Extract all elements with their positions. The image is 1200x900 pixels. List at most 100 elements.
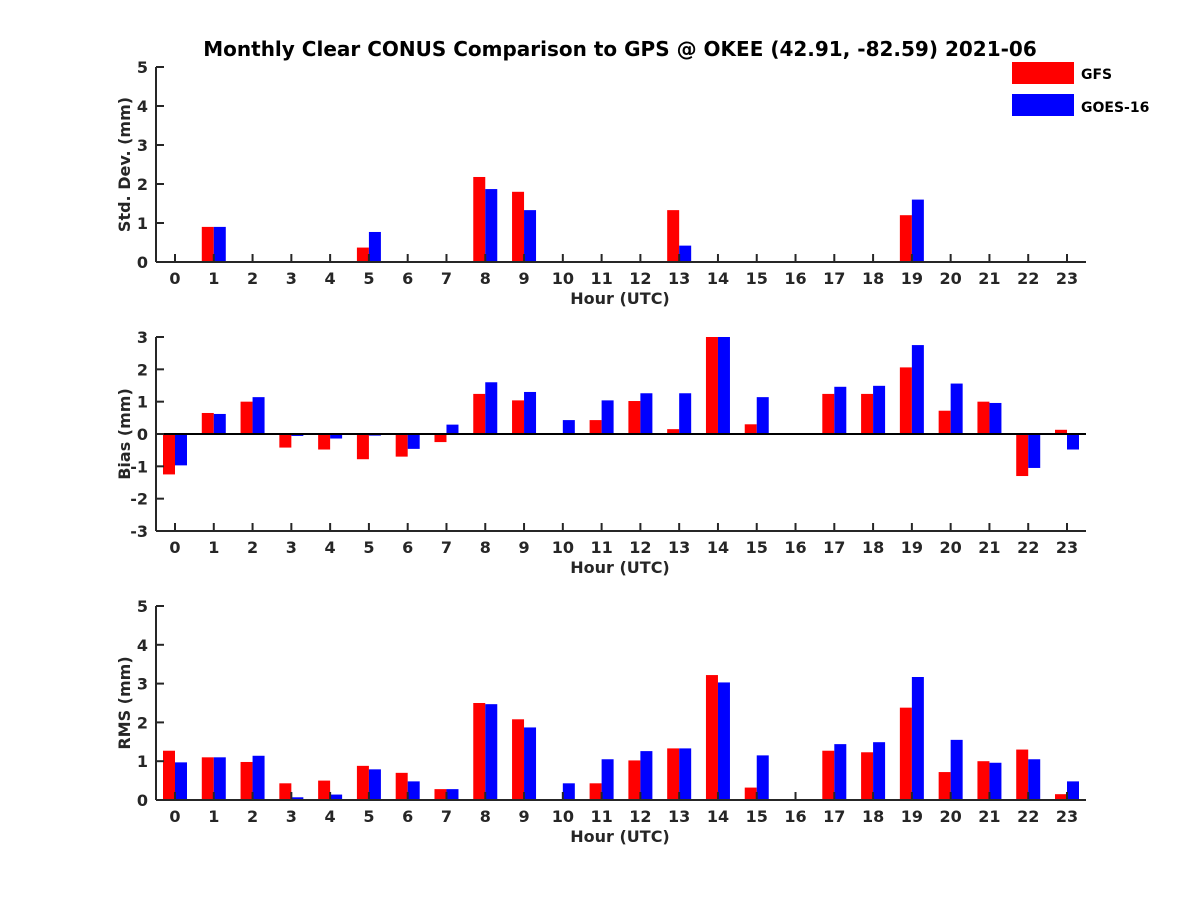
bar-gfs-hour-9 [512,400,525,434]
x-tick-label: 18 [862,538,884,557]
bar-gfs-hour-4 [318,780,331,800]
y-axis-label: Bias (mm) [115,388,134,480]
x-tick-label: 15 [746,269,768,288]
bar-gfs-hour-20 [938,410,951,434]
y-tick-label: 1 [137,214,148,233]
bar-goes16-hour-20 [950,383,963,434]
x-tick-label: 8 [480,807,491,826]
bar-goes16-hour-14 [717,337,730,434]
x-tick-label: 11 [590,807,612,826]
x-tick-label: 21 [978,269,1000,288]
bar-gfs-hour-23 [1055,794,1067,800]
x-tick-label: 19 [901,807,923,826]
bar-goes16-hour-10 [562,783,575,800]
bar-goes16-hour-5 [368,231,381,262]
x-tick-label: 12 [629,269,651,288]
y-tick-label: 3 [137,675,148,694]
bar-goes16-hour-11 [601,759,614,800]
x-tick-label: 5 [363,269,374,288]
x-tick-label: 2 [247,807,258,826]
bar-gfs-hour-5 [356,765,369,800]
y-tick-label: 3 [137,136,148,155]
legend-label-goes16: GOES-16 [1081,100,1149,116]
legend-swatch-goes16 [1012,94,1074,116]
x-tick-label: 4 [325,538,336,557]
y-tick-label: 4 [137,636,148,655]
y-tick-label: -2 [130,490,148,509]
x-tick-label: 18 [862,807,884,826]
x-tick-label: 16 [784,269,806,288]
x-tick-label: 5 [363,807,374,826]
x-tick-label: 15 [746,538,768,557]
bar-gfs-hour-12 [628,401,641,434]
bar-goes16-hour-6 [407,434,420,449]
bar-goes16-hour-18 [873,742,886,800]
bar-goes16-hour-5 [368,769,381,800]
x-tick-label: 5 [363,538,374,557]
bar-gfs-hour-4 [318,434,331,450]
bar-gfs-hour-1 [201,757,214,800]
bar-gfs-hour-0 [163,434,175,475]
bar-gfs-hour-13 [667,748,680,800]
bar-goes16-hour-9 [524,391,537,434]
bar-goes16-hour-13 [679,748,692,800]
x-tick-label: 4 [325,807,336,826]
bar-goes16-hour-0 [175,434,187,466]
bar-goes16-hour-9 [524,210,537,262]
x-tick-label: 0 [169,807,180,826]
y-tick-label: 1 [137,752,148,771]
bar-gfs-hour-2 [240,401,253,434]
bar-goes16-hour-9 [524,727,537,800]
bar-goes16-hour-23 [1067,781,1079,800]
x-tick-label: 12 [629,807,651,826]
bar-gfs-hour-6 [395,434,408,457]
bar-gfs-hour-9 [512,191,525,262]
bar-goes16-hour-4 [330,794,343,800]
bar-goes16-hour-15 [756,397,769,434]
x-tick-label: 6 [402,807,413,826]
bar-goes16-hour-17 [834,744,847,800]
x-tick-label: 10 [552,269,574,288]
x-tick-label: 14 [707,269,729,288]
x-tick-label: 3 [286,807,297,826]
bar-goes16-hour-14 [717,682,730,800]
x-tick-label: 15 [746,807,768,826]
legend-label-gfs: GFS [1081,67,1112,83]
bar-goes16-hour-20 [950,739,963,800]
bar-goes16-hour-8 [485,382,498,434]
x-tick-label: 9 [518,807,529,826]
y-axis-label: Std. Dev. (mm) [115,97,134,232]
y-tick-label: 2 [137,713,148,732]
bar-gfs-hour-13 [667,210,680,262]
x-tick-label: 7 [441,269,452,288]
bar-goes16-hour-0 [175,762,187,800]
bar-goes16-hour-19 [911,345,924,434]
bar-gfs-hour-5 [356,247,369,262]
x-tick-label: 0 [169,538,180,557]
y-tick-label: 1 [137,393,148,412]
bar-gfs-hour-3 [279,783,292,800]
x-tick-label: 11 [590,538,612,557]
bar-gfs-hour-22 [1016,434,1029,477]
x-tick-label: 9 [518,269,529,288]
bar-gfs-hour-11 [589,783,602,800]
x-tick-label: 3 [286,269,297,288]
bar-goes16-hour-8 [485,704,498,800]
x-axis-label: Hour (UTC) [570,558,670,577]
bar-goes16-hour-13 [679,393,692,434]
x-tick-label: 19 [901,269,923,288]
bar-gfs-hour-8 [473,393,486,434]
bar-goes16-hour-6 [407,781,420,800]
bar-goes16-hour-7 [446,424,459,434]
bar-goes16-hour-19 [911,199,924,262]
bar-gfs-hour-6 [395,772,408,800]
bar-gfs-hour-19 [899,707,912,800]
x-tick-label: 16 [784,807,806,826]
bar-gfs-hour-21 [977,401,990,434]
bar-goes16-hour-2 [252,755,265,800]
bar-gfs-hour-3 [279,434,292,448]
x-tick-label: 17 [823,807,845,826]
bar-goes16-hour-1 [213,226,226,262]
